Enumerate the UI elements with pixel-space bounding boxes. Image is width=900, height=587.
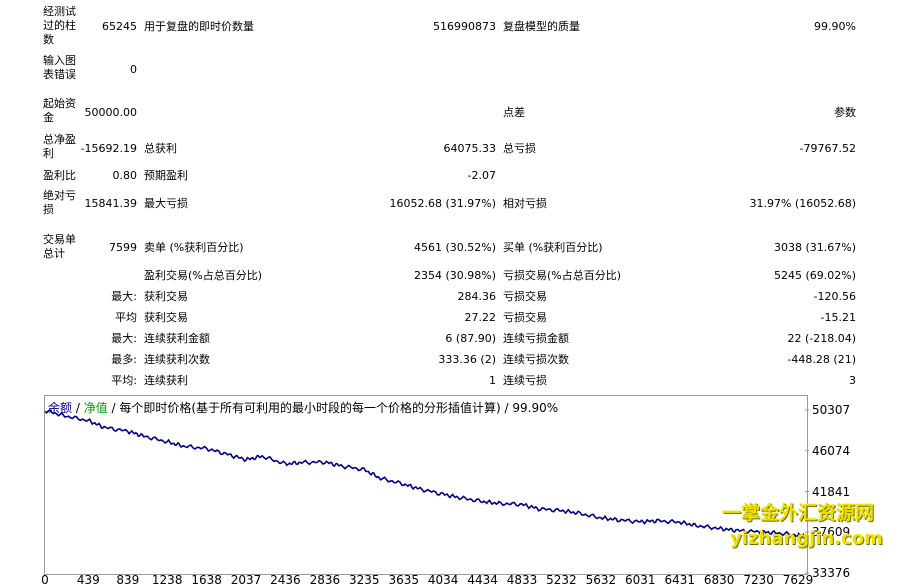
loss-value: 5245 (69.02%) (773, 269, 856, 282)
long-value: 3038 (31.67%) (773, 241, 856, 254)
y-tick-label: 33376 (812, 566, 851, 580)
max-cons-loss-label: 连续亏损金额 (503, 332, 569, 345)
avg-cons-loss-label: 连续亏损 (503, 374, 547, 387)
mismatch-value: 0 (130, 63, 137, 76)
abs-dd-label: 绝对亏损 (43, 189, 76, 216)
legend-description: 每个即时价格(基于所有可利用的最小时段的每一个价格的分形插值计算) / 99.9… (119, 401, 559, 415)
watermark-url: yizhangjin.com (730, 528, 883, 549)
total-trades-value: 7599 (109, 241, 137, 254)
avgcons-prefix: 平均: (111, 374, 137, 387)
largest-loss-label: 亏损交易 (503, 290, 547, 303)
gross-loss-label: 总亏损 (503, 142, 536, 155)
x-tick-label: 5632 (585, 573, 617, 587)
max-dd-value: 16052.68 (31.97%) (389, 197, 496, 210)
loss-label: 亏损交易(%占总百分比) (503, 269, 622, 282)
x-tick-label: 1638 (191, 573, 222, 587)
x-tick-label: 3635 (388, 573, 420, 587)
abs-dd-value: 15841.39 (84, 197, 138, 210)
x-tick-label: 6830 (703, 573, 735, 587)
avg-cons-win-label: 连续获利 (144, 374, 188, 387)
chart-legend: 余额 / 净值 / 每个即时价格(基于所有可利用的最小时段的每一个价格的分形插值… (48, 399, 558, 416)
legend-sep-2: / (107, 401, 120, 415)
y-tick-label: 46074 (812, 443, 851, 458)
avg-cons-win-value: 1 (489, 374, 496, 387)
gross-profit-label: 总获利 (144, 142, 177, 155)
x-tick-label: 7230 (743, 573, 774, 587)
ticks-label: 用于复盘的即时价数量 (144, 20, 254, 33)
rel-dd-value: 31.97% (16052.68) (749, 197, 856, 210)
x-tick-label: 4034 (427, 573, 459, 587)
expected-value: -2.07 (467, 169, 496, 182)
most-cons-profit-label: 连续获利次数 (144, 353, 210, 366)
most-cons-profit-value: 333.36 (2) (438, 353, 496, 366)
net-label: 总净盈利 (43, 133, 76, 160)
largest-loss-value: -120.56 (813, 290, 856, 303)
win-value: 2354 (30.98%) (413, 269, 496, 282)
rel-dd-label: 相对亏损 (503, 197, 547, 210)
x-tick-label: 2436 (270, 573, 301, 587)
x-tick-label: 2037 (230, 573, 262, 587)
x-tick-label: 2836 (309, 573, 341, 587)
bars-label: 经测试过的柱数 (43, 5, 76, 46)
mismatch-label: 输入图表错误 (43, 54, 76, 81)
avg-loss-label: 亏损交易 (503, 311, 547, 324)
pf-value: 0.80 (112, 169, 138, 182)
max-cons-win-value: 6 (87.90) (445, 332, 496, 345)
deposit-value: 50000.00 (84, 106, 138, 119)
net-value: -15692.19 (80, 142, 137, 155)
avg-win-label: 获利交易 (144, 311, 188, 324)
avg-win-value: 27.22 (464, 311, 497, 324)
x-tick-label: 6431 (664, 573, 696, 587)
pf-label: 盈利比 (43, 169, 76, 182)
avg-cons-loss-value: 3 (849, 374, 856, 387)
x-tick-label: 6031 (624, 573, 656, 587)
largest-win-value: 284.36 (457, 290, 497, 303)
x-tick-label: 439 (76, 573, 100, 587)
x-tick-label: 4833 (506, 573, 538, 587)
x-tick-label: 1238 (151, 573, 183, 587)
x-tick-label: 4434 (467, 573, 498, 587)
x-tick-label: 3235 (349, 573, 380, 587)
max-cons-win-label: 连续获利金额 (144, 332, 210, 345)
balance-line-series-0 (44, 408, 806, 541)
y-tick-label: 50307 (812, 403, 851, 417)
quality-label: 复盘模型的质量 (503, 20, 580, 33)
legend-equity: 净值 (83, 401, 108, 415)
ticks-value: 516990873 (433, 20, 496, 33)
balance-chart-frame (44, 395, 808, 575)
short-value: 4561 (30.52%) (413, 241, 496, 254)
x-tick-label: 839 (116, 573, 140, 587)
spread-label: 点差 (503, 106, 525, 119)
max-cons-loss-value: 22 (-218.04) (787, 332, 856, 345)
most-cons-loss-label: 连续亏损次数 (503, 353, 569, 366)
win-label: 盈利交易(%占总百分比) (144, 269, 263, 282)
legend-balance: 余额 (48, 401, 73, 415)
y-tick-label: 41841 (812, 484, 851, 499)
gross-loss-value: -79767.52 (799, 142, 856, 155)
spread-value: 参数 (834, 106, 856, 119)
largest-win-label: 获利交易 (144, 290, 188, 303)
y-tick-label: 37609 (812, 525, 851, 540)
x-tick-label: 0 (41, 573, 49, 587)
most-cons-loss-value: -448.28 (21) (787, 353, 856, 366)
x-tick-label: 7629 (782, 573, 814, 587)
average-prefix: 平均 (115, 311, 137, 324)
avg-loss-value: -15.21 (820, 311, 856, 324)
gross-profit-value: 64075.33 (443, 142, 497, 155)
watermark-site-name: 一掌金外汇资源网 (722, 502, 875, 524)
x-tick-label: 5232 (546, 573, 577, 587)
total-trades-label: 交易单总计 (43, 233, 76, 260)
most-prefix: 最多: (111, 353, 137, 366)
quality-value: 99.90% (814, 20, 856, 33)
max-prefix: 最大: (111, 332, 137, 345)
bars-value: 65245 (102, 20, 137, 33)
deposit-label: 起始资金 (43, 97, 76, 124)
expected-label: 预期盈利 (144, 169, 188, 182)
short-label: 卖单 (%获利百分比) (144, 241, 244, 254)
legend-sep-1: / (72, 401, 84, 415)
max-dd-label: 最大亏损 (144, 197, 188, 210)
largest-prefix: 最大: (111, 290, 137, 303)
long-label: 买单 (%获利百分比) (503, 241, 603, 254)
